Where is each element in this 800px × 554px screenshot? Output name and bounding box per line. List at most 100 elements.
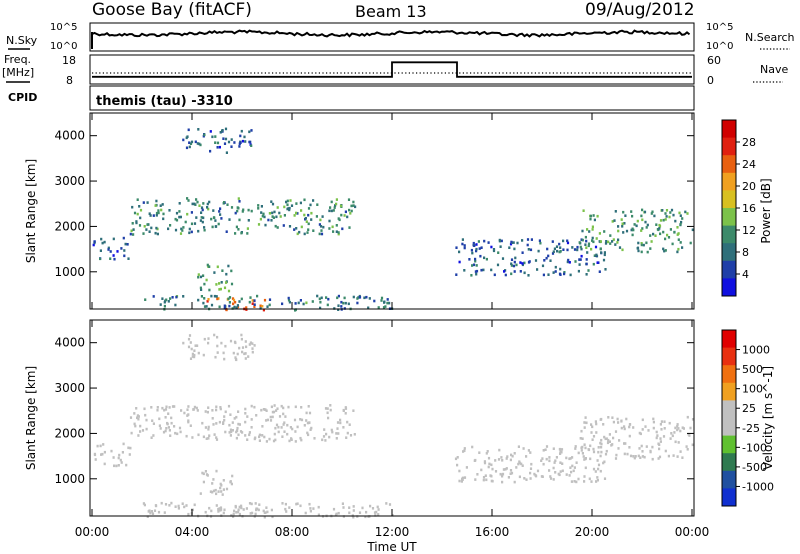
scatter-point (224, 137, 228, 141)
scatter-point (319, 300, 322, 304)
scatter-point (603, 253, 606, 257)
scatter-point (187, 337, 191, 341)
scatter-point (275, 215, 278, 219)
scatter-point (123, 249, 126, 252)
scatter-point (215, 283, 218, 286)
scatter-point (224, 430, 227, 434)
scatter-point (135, 220, 138, 223)
scatter-point (221, 269, 224, 272)
scatter-point (324, 439, 327, 442)
scatter-point (566, 239, 569, 243)
scatter-point (190, 211, 193, 214)
scatter-point (220, 508, 223, 511)
scatter-point (461, 238, 464, 241)
scatter-point (554, 459, 557, 462)
scatter-point (691, 443, 694, 447)
colorbar-tick-label: 20 (742, 180, 756, 193)
scatter-point (276, 407, 279, 410)
scatter-point (155, 504, 158, 508)
scatter-point (156, 232, 159, 236)
scatter-point (210, 509, 213, 513)
scatter-point (275, 423, 279, 427)
scatter-point (129, 446, 132, 450)
scatter-point (674, 426, 677, 430)
scatter-point (204, 410, 207, 413)
scatter-point (367, 306, 370, 310)
scatter-point (300, 438, 303, 442)
scatter-point (167, 426, 170, 429)
scatter-point (271, 415, 274, 419)
scatter-point (212, 423, 215, 426)
scatter-point (214, 135, 217, 138)
scatter-point (523, 477, 526, 480)
scatter-point (211, 135, 214, 139)
scatter-point (559, 461, 562, 464)
scatter-point (640, 243, 643, 247)
scatter-point (600, 450, 603, 454)
scatter-point (584, 243, 587, 246)
scatter-point (311, 300, 314, 303)
scatter-point (99, 249, 102, 252)
scatter-point (272, 216, 275, 219)
scatter-point (272, 439, 276, 443)
scatter-point (237, 508, 240, 512)
scatter-point (344, 406, 347, 409)
scatter-point (566, 248, 569, 252)
scatter-point (214, 141, 217, 144)
scatter-point (626, 452, 629, 456)
scatter-point (100, 237, 103, 241)
scatter-point (668, 421, 671, 425)
scatter-point (138, 224, 142, 227)
colorbar-segment (722, 172, 736, 191)
scatter-point (182, 226, 185, 229)
scatter-point (668, 215, 671, 219)
scatter-point (142, 502, 145, 505)
colorbar-segment (722, 243, 736, 262)
scatter-point (510, 453, 513, 457)
scatter-point (202, 472, 205, 476)
scatter-point (332, 230, 335, 233)
scatter-point (482, 268, 485, 272)
scatter-point (604, 242, 608, 245)
scatter-point (377, 513, 380, 516)
scatter-point (597, 450, 600, 454)
scatter-point (306, 421, 309, 425)
scatter-point (215, 422, 218, 425)
scatter-point (628, 446, 631, 449)
scatter-point (328, 209, 331, 213)
scatter-point (603, 251, 606, 254)
scatter-point (263, 215, 266, 219)
scatter-point (177, 507, 180, 510)
scatter-point (146, 515, 149, 518)
scatter-point (590, 431, 593, 434)
colorbar-tick-label: 28 (742, 136, 756, 149)
scatter-point (233, 417, 236, 420)
scatter-point (238, 145, 241, 148)
scatter-point (182, 138, 185, 142)
scatter-point (163, 408, 166, 412)
scatter-point (223, 418, 226, 422)
scatter-point (376, 505, 379, 509)
scatter-point (492, 248, 496, 251)
scatter-point (569, 457, 572, 460)
scatter-point (519, 261, 522, 264)
y-tick-label: 1000 (54, 265, 85, 279)
scatter-point (208, 434, 211, 437)
scatter-point (676, 428, 679, 432)
scatter-point (199, 143, 202, 147)
colorbar-segment (722, 208, 736, 227)
scatter-point (461, 476, 465, 480)
scatter-point (230, 282, 234, 286)
nave-tick-top: 60 (707, 54, 721, 67)
scatter-point (123, 254, 126, 258)
scatter-point (313, 437, 316, 440)
scatter-point (652, 417, 655, 421)
scatter-point (548, 456, 551, 459)
scatter-point (263, 435, 266, 439)
scatter-point (587, 269, 590, 272)
scatter-point (585, 421, 588, 425)
scatter-point (196, 409, 199, 412)
scatter-point (479, 254, 482, 258)
scatter-point (230, 206, 234, 209)
scatter-point (113, 257, 116, 261)
